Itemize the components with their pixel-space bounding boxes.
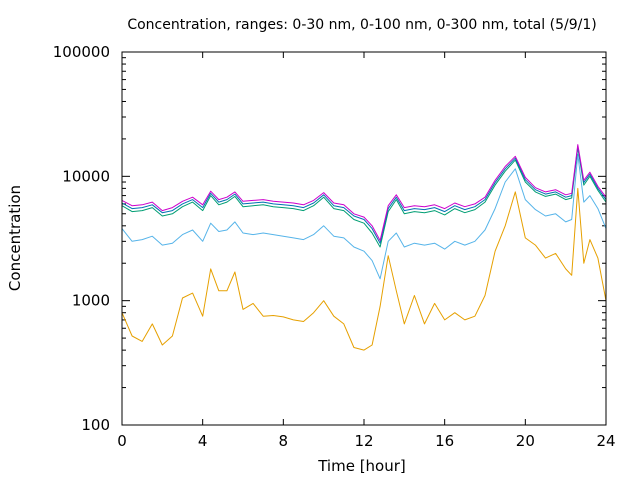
- axis-ticks: 0 4 8 12 16 20 24 100 1000 10000 100000: [53, 43, 616, 450]
- x-tick-label: 16: [435, 432, 454, 450]
- x-tick-label: 24: [596, 432, 615, 450]
- series-line-2: [121, 153, 607, 280]
- chart-title: Concentration, ranges: 0-30 nm, 0-100 nm…: [127, 17, 596, 33]
- series-line-5: [121, 144, 607, 241]
- series-line-4: [121, 145, 607, 244]
- series-line-1: [121, 187, 607, 351]
- y-tick-label: 10000: [62, 167, 110, 185]
- series-layer: [121, 144, 607, 351]
- x-axis-label: Time [hour]: [317, 457, 406, 475]
- x-tick-label: 8: [279, 432, 289, 450]
- x-tick-label: 12: [354, 432, 373, 450]
- y-axis-label: Concentration: [6, 185, 24, 291]
- y-tick-label: 100: [81, 416, 110, 434]
- x-tick-label: 20: [516, 432, 535, 450]
- y-tick-label: 1000: [72, 292, 110, 310]
- series-line-3: [121, 147, 607, 248]
- x-tick-label: 4: [198, 432, 208, 450]
- x-tick-label: 0: [117, 432, 127, 450]
- y-tick-label: 100000: [53, 43, 110, 61]
- plot-frame: [121, 51, 607, 426]
